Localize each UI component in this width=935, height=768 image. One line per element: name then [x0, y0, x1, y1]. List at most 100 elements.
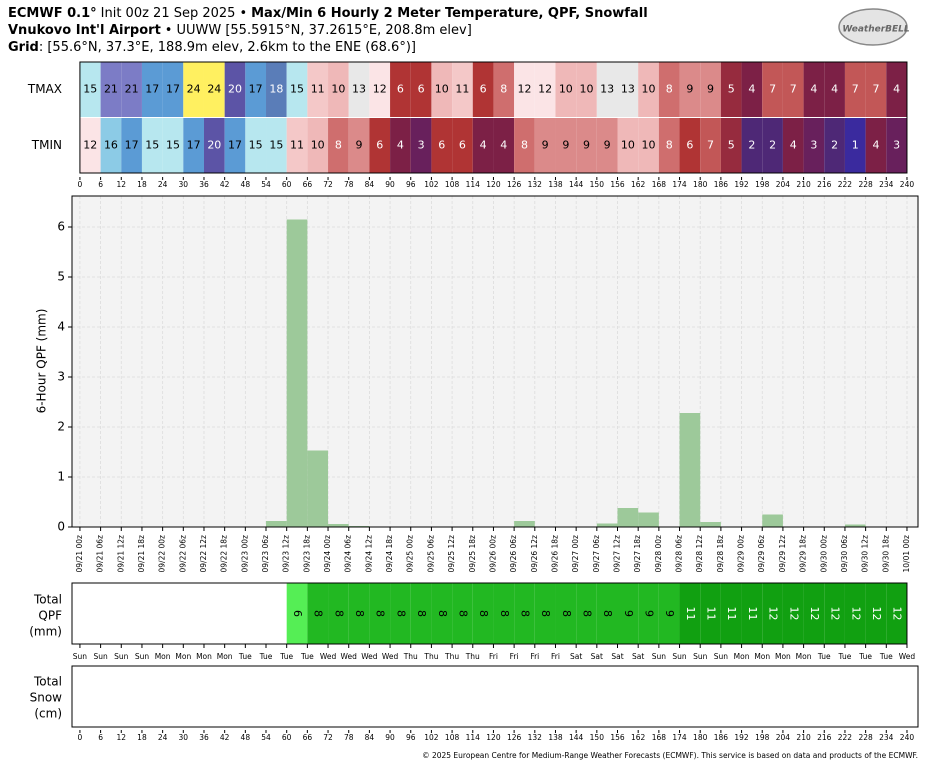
hour-label: 192 — [734, 180, 749, 189]
temperature-cell — [886, 118, 907, 173]
temperature-cell — [121, 118, 142, 173]
temperature-cell — [472, 62, 494, 117]
temperature-cell — [741, 118, 763, 173]
total-qpf-cell — [824, 583, 845, 644]
total-qpf-label: 8 — [518, 610, 531, 617]
snow-hour-label: 234 — [879, 733, 894, 742]
temperature-cell — [824, 62, 845, 117]
temperature-label: 13 — [352, 83, 366, 96]
temperature-cell — [79, 118, 101, 173]
day-label: Fri — [489, 652, 498, 661]
x-tick-label: 09/26 00z — [488, 535, 497, 573]
day-label: Mon — [175, 652, 191, 661]
x-tick-label: 09/28 18z — [716, 535, 725, 573]
x-tick-label: 09/23 18z — [302, 535, 311, 573]
total-qpf-cell — [348, 583, 370, 644]
day-label: Sat — [611, 652, 623, 661]
temperature-label: 9 — [583, 139, 590, 152]
total-qpf-label: 8 — [374, 610, 387, 617]
temperature-label: 17 — [125, 139, 139, 152]
total-qpf-label: 8 — [456, 610, 469, 617]
day-label: Sat — [570, 652, 582, 661]
day-label: Wed — [341, 652, 358, 661]
hour-label: 156 — [610, 180, 625, 189]
temperature-cell — [679, 118, 701, 173]
temperature-cell — [576, 118, 597, 173]
x-tick-label: 10/01 00z — [902, 535, 911, 573]
x-tick-label: 09/24 06z — [344, 535, 353, 573]
temperature-label: 9 — [562, 139, 569, 152]
day-label: Tue — [879, 652, 893, 661]
temperature-cell — [431, 62, 453, 117]
temperature-label: 11 — [455, 83, 469, 96]
bar — [762, 514, 783, 527]
x-tick-label: 09/30 00z — [819, 535, 828, 573]
hour-label: 78 — [344, 180, 354, 189]
temperature-label: 15 — [145, 139, 159, 152]
temperature-cell — [762, 62, 783, 117]
total-qpf-cell — [555, 583, 577, 644]
hour-label: 222 — [838, 180, 853, 189]
temperature-label: 6 — [418, 83, 425, 96]
temperature-label: 4 — [831, 83, 838, 96]
hour-label: 42 — [220, 180, 230, 189]
bar — [617, 508, 639, 527]
total-qpf-cell — [369, 583, 391, 644]
snow-hour-label: 36 — [199, 733, 209, 742]
logo: WeatherBELL — [838, 8, 910, 46]
day-label: Tue — [300, 652, 314, 661]
x-tick-label: 09/28 00z — [654, 535, 663, 573]
total-qpf-cell — [844, 583, 866, 644]
temperature-label: 9 — [542, 139, 549, 152]
temperature-label: 12 — [373, 83, 387, 96]
x-tick-label: 09/23 00z — [240, 535, 249, 573]
total-qpf-cell — [286, 583, 308, 644]
temperature-cell — [514, 118, 535, 173]
day-label: Tue — [838, 652, 852, 661]
day-label: Mon — [734, 652, 750, 661]
temperature-label: 10 — [331, 83, 345, 96]
total-qpf-label: 11 — [705, 607, 718, 621]
temperature-cell — [720, 62, 742, 117]
temperature-cell — [348, 62, 370, 117]
snow-hour-label: 186 — [714, 733, 729, 742]
snow-hour-label: 204 — [776, 733, 791, 742]
snow-hour-label: 18 — [137, 733, 147, 742]
temperature-label: 6 — [438, 139, 445, 152]
temperature-label: 7 — [769, 83, 776, 96]
temperature-label: 17 — [166, 83, 180, 96]
snow-hour-label: 180 — [693, 733, 708, 742]
temperature-label: 8 — [500, 83, 507, 96]
day-label: Thu — [465, 652, 480, 661]
temperature-label: 1 — [852, 139, 859, 152]
snow-hour-label: 0 — [78, 733, 83, 742]
x-tick-label: 09/26 12z — [530, 535, 539, 573]
total-qpf-label: 12 — [870, 607, 883, 621]
total-snow-title: Total — [33, 675, 62, 689]
total-qpf-cell — [596, 583, 618, 644]
total-qpf-label: 8 — [601, 610, 614, 617]
day-label: Mon — [796, 652, 812, 661]
temperature-label: 15 — [83, 83, 97, 96]
temperature-cell — [844, 118, 866, 173]
day-label: Tue — [238, 652, 252, 661]
bar — [844, 524, 866, 527]
total-qpf-label: 8 — [332, 610, 345, 617]
total-qpf-cell — [638, 583, 659, 644]
total-snow-frame — [71, 665, 919, 728]
temperature-label: 9 — [356, 139, 363, 152]
temperature-cell — [121, 62, 142, 117]
snow-hour-label: 132 — [528, 733, 543, 742]
temperature-cell — [266, 118, 287, 173]
temperature-label: 2 — [831, 139, 838, 152]
temperature-label: 2 — [769, 139, 776, 152]
x-tick-label: 09/23 06z — [261, 535, 270, 573]
temperature-label: 4 — [748, 83, 755, 96]
day-label: Tue — [858, 652, 872, 661]
bar — [266, 521, 287, 527]
temperature-cell — [390, 62, 411, 117]
y-tick-label: 3 — [57, 370, 65, 384]
row-label: TMAX — [27, 82, 62, 96]
station-info: UUWW [55.5915°N, 37.2615°E, 208.8m elev] — [176, 23, 471, 38]
